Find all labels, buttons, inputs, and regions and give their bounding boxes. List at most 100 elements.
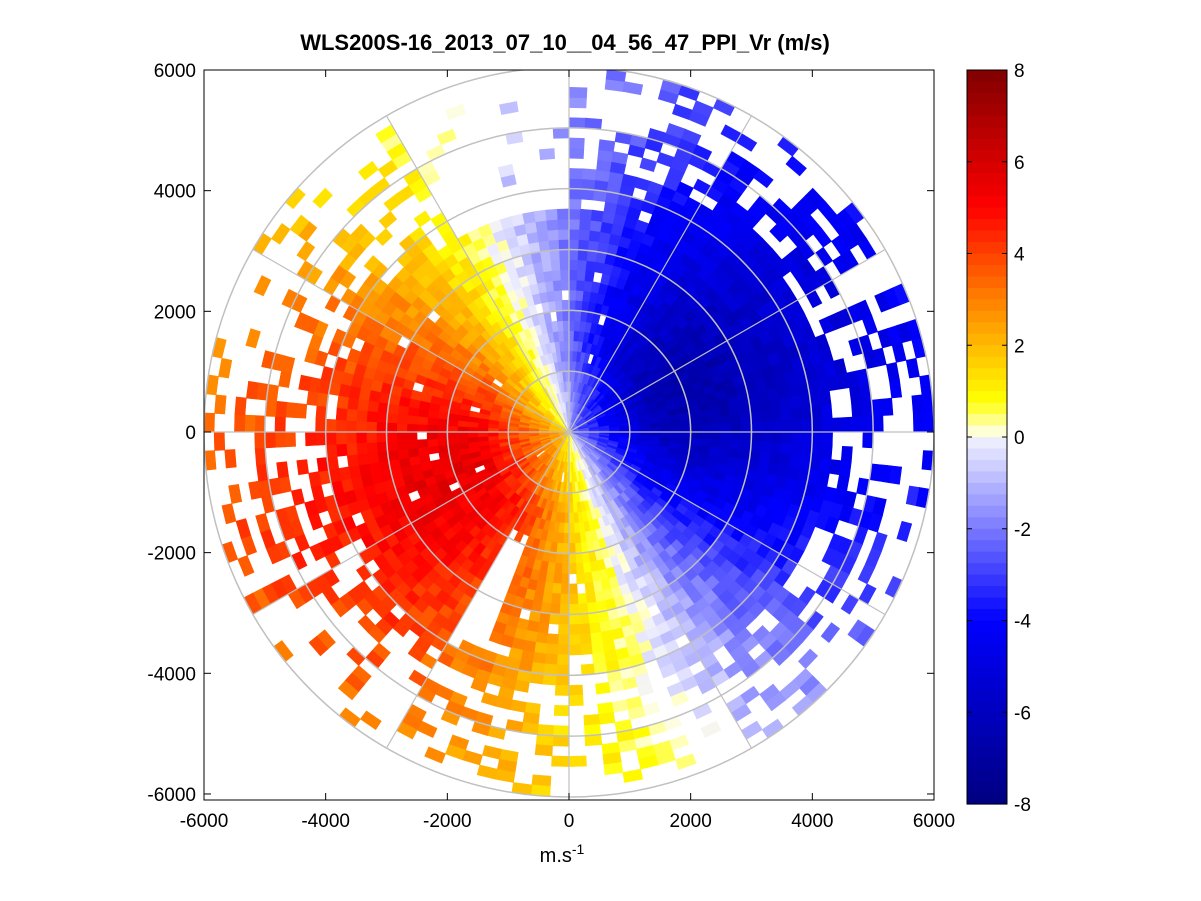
velocity-cell (622, 768, 644, 783)
colorbar-swatch (967, 482, 1007, 495)
velocity-cell (750, 441, 762, 453)
velocity-cell (559, 593, 570, 605)
colorbar-swatch (967, 161, 1007, 174)
colorbar-swatch (967, 414, 1007, 427)
velocity-cell (781, 419, 793, 433)
velocity-cell (771, 431, 783, 444)
velocity-cell (532, 651, 547, 665)
velocity-cell (245, 328, 261, 349)
velocity-cell (274, 431, 286, 448)
velocity-cell (761, 431, 773, 443)
velocity-cell (585, 591, 597, 604)
y-tick-label: -6000 (147, 785, 196, 806)
velocity-cell (545, 208, 559, 221)
velocity-cell (720, 423, 732, 433)
velocity-cell (335, 443, 348, 457)
x-tick-label: 6000 (913, 811, 955, 832)
colorbar-swatch (967, 586, 1007, 599)
colorbar-swatch (967, 368, 1007, 381)
velocity-cell (555, 664, 570, 676)
velocity-cell (457, 436, 469, 444)
velocity-cell (584, 581, 595, 594)
velocity-cell (568, 624, 580, 636)
velocity-cell (551, 582, 562, 595)
colorbar-swatch (967, 620, 1007, 633)
colorbar-swatch (967, 540, 1007, 553)
colorbar-swatch (967, 735, 1007, 748)
velocity-cell (577, 259, 588, 271)
velocity-cell (810, 405, 823, 420)
colorbar-swatch (967, 643, 1007, 656)
velocity-cell (562, 532, 570, 544)
velocity-cell (513, 679, 530, 693)
velocity-cell (800, 406, 813, 421)
colorbar-swatch (967, 207, 1007, 220)
colorbar-swatch (967, 437, 1007, 450)
velocity-cell (552, 725, 570, 737)
velocity-cell (670, 690, 689, 707)
colorbar-swatch (967, 677, 1007, 690)
colorbar-swatch (967, 494, 1007, 507)
velocity-cell (522, 211, 537, 225)
velocity-cell (417, 446, 430, 457)
velocity-cell (568, 208, 581, 220)
colorbar-swatch (967, 173, 1007, 186)
velocity-cell (559, 259, 570, 271)
velocity-cell (542, 673, 557, 686)
colorbar-swatch (967, 574, 1007, 587)
colorbar-swatch (967, 345, 1007, 358)
velocity-cell (760, 441, 772, 454)
velocity-cell (740, 431, 752, 442)
velocity-cell (396, 422, 408, 433)
velocity-cell (568, 634, 581, 646)
velocity-cell (457, 431, 469, 439)
velocity-cell (436, 431, 448, 440)
velocity-cell (335, 407, 348, 421)
velocity-cell (396, 431, 408, 442)
velocity-cell (862, 415, 874, 433)
velocity-cell (788, 454, 802, 469)
velocity-cell (356, 409, 368, 422)
colorbar-swatch (967, 597, 1007, 610)
colorbar-tick-label: 0 (1014, 428, 1025, 449)
velocity-cell (350, 223, 369, 243)
velocity-cell (550, 259, 561, 271)
velocity-cell (254, 415, 266, 433)
velocity-cell (790, 443, 803, 457)
velocity-cell (221, 503, 237, 525)
velocity-cell (896, 520, 913, 543)
colorbar-swatch (967, 299, 1007, 312)
velocity-cell (589, 631, 603, 645)
colorbar-swatch (967, 81, 1007, 94)
velocity-cell (289, 214, 310, 236)
velocity-cell (580, 188, 595, 201)
velocity-cell (274, 416, 286, 433)
velocity-cell (308, 635, 329, 657)
velocity-cell (851, 400, 863, 418)
velocity-cell (568, 86, 588, 99)
velocity-cell (577, 249, 589, 261)
velocity-cell (248, 480, 262, 500)
velocity-cell (356, 398, 370, 412)
velocity-cell (750, 411, 762, 423)
velocity-cell (820, 622, 841, 643)
velocity-cell (768, 452, 782, 466)
velocity-cell (579, 208, 593, 221)
velocity-cell (436, 424, 448, 433)
velocity-cell (447, 437, 459, 446)
velocity-cell (568, 563, 577, 575)
velocity-cell (862, 431, 874, 449)
velocity-cell (608, 679, 625, 693)
velocity-cell (224, 449, 237, 469)
velocity-cell (568, 289, 577, 301)
velocity-cell (562, 543, 570, 554)
velocity-cell (308, 471, 322, 488)
colorbar-tick-label: -8 (1014, 795, 1031, 816)
velocity-cell (811, 418, 823, 433)
colorbar-swatch (967, 391, 1007, 404)
velocity-cell (669, 431, 681, 439)
velocity-cell (568, 188, 583, 200)
velocity-cell (376, 421, 388, 433)
velocity-cell (546, 633, 559, 645)
chart-title: WLS200S-16_2013_07_10__04_56_47_PPI_Vr (… (300, 30, 830, 55)
